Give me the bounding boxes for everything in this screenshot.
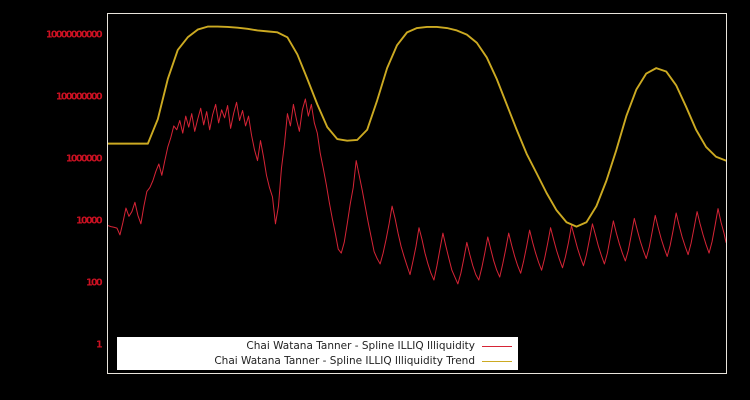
y-tick-label: 10000 [75,215,103,227]
series-line-illiquidity-trend [108,25,726,228]
legend-color-swatch [482,360,512,362]
legend-entry-label: Chai Watana Tanner - Spline ILLIQ Illiqu… [246,339,475,352]
series-group [108,25,726,285]
legend-entry-label: Chai Watana Tanner - Spline ILLIQ Illiqu… [214,354,475,367]
y-tick-label: 1000000 [65,153,103,165]
chart-legend: Chai Watana Tanner - Spline ILLIQ Illiqu… [117,337,518,370]
y-tick-label: 1 [95,339,103,351]
legend-color-swatch [482,345,512,347]
plot-svg [108,25,726,285]
legend-entry[interactable]: Chai Watana Tanner - Spline ILLIQ Illiqu… [117,354,518,369]
legend-entry[interactable]: Chai Watana Tanner - Spline ILLIQ Illiqu… [117,339,518,354]
plot-area [107,13,727,374]
y-tick-label: 100 [85,277,103,289]
y-axis-tick-labels: 1 100 10000 1000000 100000000 10000000000 [0,0,107,400]
y-tick-label: 100000000 [55,91,103,103]
y-tick-label: 10000000000 [45,29,103,41]
series-line-illiquidity [108,98,726,285]
